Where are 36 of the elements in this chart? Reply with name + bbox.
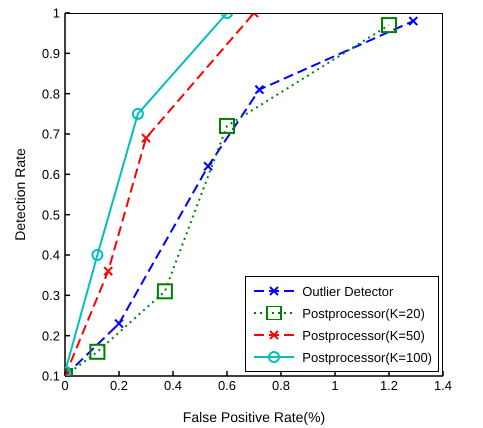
point: [219, 118, 235, 134]
point: [408, 16, 418, 26]
point: [132, 108, 144, 120]
x-tick-label: 1: [331, 378, 339, 394]
x-tick-label: 1.2: [380, 378, 398, 394]
y-tick-label: 0.5: [42, 207, 60, 222]
legend-label: Postprocessor(K=100): [302, 350, 432, 364]
y-tick-label: 0.2: [42, 328, 60, 344]
legend-label: Postprocessor(K=20): [302, 306, 425, 320]
point: [89, 344, 106, 360]
y-tick-label: 0.6: [42, 166, 60, 182]
x-tick-label: 0.8: [272, 378, 290, 394]
y-tick-label: 0.3: [42, 288, 60, 303]
y-axis-title: Detection Rate: [12, 148, 28, 241]
point: [141, 133, 151, 144]
point: [103, 266, 114, 276]
point: [254, 84, 264, 95]
x-tick-label: 1.4: [434, 378, 452, 394]
y-tick-label: 0.9: [42, 46, 60, 61]
x-axis-title: False Positive Rate(%): [182, 409, 326, 425]
point: [203, 161, 214, 172]
x-tick-label: 0.6: [218, 378, 236, 394]
legend-label: Postprocessor(K=50): [302, 328, 425, 342]
x-tick-label: 0.4: [164, 378, 182, 394]
y-tick-label: 0.1: [42, 368, 60, 384]
point: [114, 318, 124, 329]
legend-label: Outlier Detector: [302, 284, 394, 298]
y-tick-label: 1: [52, 6, 60, 21]
point: [91, 249, 104, 261]
point: [381, 17, 397, 34]
point: [156, 283, 173, 300]
x-tick-label: 0: [61, 378, 69, 394]
y-tick-label: 0.8: [42, 86, 60, 102]
y-tick-label: 0.4: [42, 248, 60, 263]
x-tick-label: 0.2: [110, 378, 128, 394]
y-tick-label: 0.7: [42, 126, 60, 142]
